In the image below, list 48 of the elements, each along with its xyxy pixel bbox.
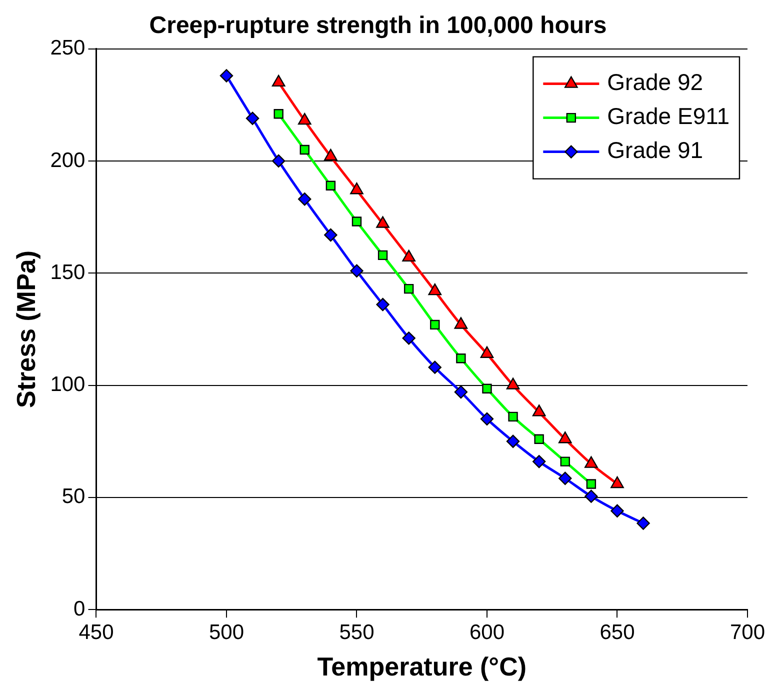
point: [430, 320, 440, 330]
chart-title: Creep-rupture strength in 100,000 hours: [149, 12, 607, 40]
point: [610, 504, 624, 518]
point: [532, 454, 546, 468]
x-tick-label: 550: [339, 620, 374, 644]
point: [246, 112, 260, 125]
point: [220, 69, 234, 82]
x-tick-label: 450: [78, 620, 114, 644]
point: [274, 109, 284, 119]
x-tick-label: 700: [730, 620, 766, 644]
point: [480, 412, 494, 426]
point: [558, 472, 572, 485]
y-tick-label: 0: [74, 597, 86, 620]
x-tick-label: 500: [208, 620, 244, 644]
point: [584, 490, 598, 503]
point: [482, 384, 492, 394]
point: [534, 434, 544, 444]
x-axis-title: Temperature (°C): [317, 652, 527, 682]
point: [272, 154, 286, 168]
point: [352, 216, 362, 226]
y-axis-title: Stress (MPa): [10, 250, 41, 408]
point: [636, 516, 650, 530]
point: [326, 180, 336, 190]
legend-label: Grade 92: [607, 69, 704, 96]
x-tick-label: 600: [469, 620, 505, 644]
point: [508, 412, 518, 422]
y-tick-label: 50: [62, 485, 86, 508]
legend-label: Grade 91: [607, 137, 704, 164]
point: [586, 479, 596, 489]
y-tick-label: 150: [50, 260, 86, 284]
y-tick-label: 100: [50, 373, 86, 396]
point: [376, 298, 390, 312]
legend-label: Grade E911: [607, 103, 730, 130]
point: [560, 456, 570, 466]
point: [404, 284, 414, 294]
x-tick-label: 650: [600, 620, 635, 644]
point: [350, 264, 364, 278]
point: [402, 332, 416, 345]
point: [300, 144, 310, 155]
point: [324, 228, 338, 242]
point: [428, 360, 442, 374]
point: [456, 354, 466, 364]
y-tick-label: 200: [50, 148, 86, 172]
point: [454, 385, 468, 399]
point: [506, 434, 520, 448]
point: [378, 250, 388, 260]
y-tick-label: 250: [50, 36, 86, 60]
point: [298, 192, 312, 206]
